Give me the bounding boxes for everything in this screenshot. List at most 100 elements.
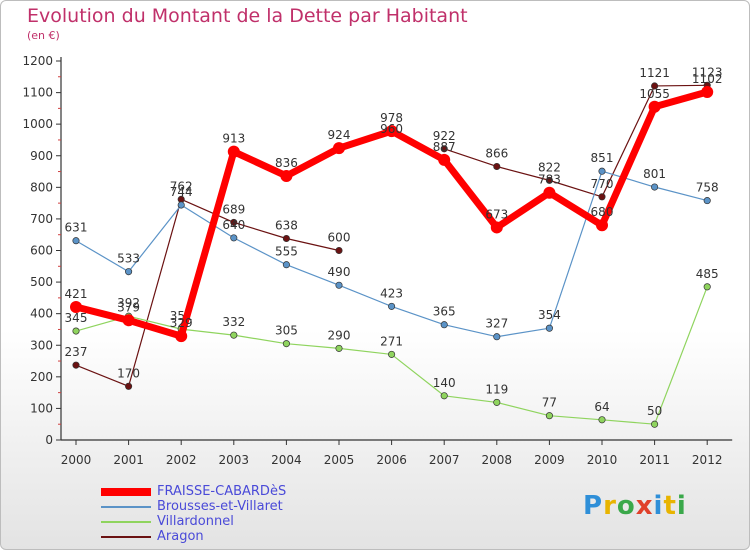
data-label-villardonnel: 392: [117, 296, 140, 310]
legend-label-villardonnel: Villardonnel: [157, 514, 234, 529]
series-line-aragon: [443, 84, 708, 198]
data-label-villardonnel: 332: [222, 315, 245, 329]
point-aragon: [125, 382, 133, 390]
point-brousses: [545, 324, 553, 332]
point-fraisse: [333, 142, 345, 155]
legend-swatch-fraisse: [101, 488, 151, 496]
data-label-brousses: 365: [433, 305, 456, 319]
proxiti-logo: Proxiti: [583, 491, 687, 521]
chart-subtitle: (en €): [27, 29, 60, 42]
data-label-brousses: 851: [591, 151, 614, 165]
legend-item-aragon: Aragon: [101, 529, 361, 545]
point-brousses: [282, 261, 290, 269]
data-label-fraisse: 887: [433, 140, 456, 154]
point-fraisse: [701, 85, 714, 98]
point-fraisse: [490, 221, 503, 234]
y-tick-label: 800: [30, 180, 53, 194]
point-villardonnel: [545, 412, 553, 420]
point-brousses: [703, 197, 711, 205]
y-tick-label: 700: [30, 212, 53, 226]
data-label-fraisse: 329: [170, 316, 193, 330]
data-label-villardonnel: 271: [380, 334, 403, 348]
data-label-brousses: 423: [380, 286, 403, 300]
x-tick-label: 2005: [324, 453, 355, 467]
point-brousses: [125, 268, 133, 276]
point-aragon: [651, 82, 659, 90]
point-fraisse: [596, 219, 608, 232]
data-label-fraisse: 673: [485, 207, 508, 221]
legend-label-brousses: Brousses-et-Villaret: [157, 499, 283, 514]
point-aragon: [335, 246, 343, 255]
data-label-aragon: 866: [485, 146, 508, 160]
data-label-brousses: 533: [117, 252, 140, 266]
data-label-aragon: 822: [538, 160, 561, 174]
legend-item-villardonnel: Villardonnel: [101, 514, 361, 530]
point-fraisse: [175, 330, 188, 343]
point-brousses: [335, 281, 343, 289]
legend-swatch-brousses: [101, 506, 151, 508]
point-villardonnel: [335, 344, 343, 352]
point-villardonnel: [230, 331, 238, 339]
data-label-fraisse: 1102: [692, 72, 723, 86]
y-tick-label: 200: [30, 370, 53, 384]
y-tick-label: 600: [30, 244, 53, 258]
chart-title: Evolution du Montant de la Dette par Hab…: [27, 5, 468, 27]
point-fraisse: [122, 314, 135, 327]
point-brousses: [651, 183, 659, 191]
data-label-villardonnel: 290: [328, 328, 351, 342]
x-tick-label: 2007: [429, 453, 460, 467]
legend-swatch-aragon: [101, 536, 151, 538]
legend-label-aragon: Aragon: [157, 529, 204, 544]
point-fraisse: [648, 100, 661, 113]
legend-item-brousses: Brousses-et-Villaret: [101, 499, 361, 515]
legend-swatch-villardonnel: [101, 521, 151, 523]
data-label-brousses: 555: [275, 245, 298, 259]
point-aragon: [230, 218, 238, 226]
point-brousses: [177, 201, 185, 209]
point-brousses: [388, 302, 396, 310]
x-tick-label: 2004: [271, 453, 302, 467]
point-brousses: [72, 237, 80, 245]
y-tick-label: 300: [30, 338, 53, 352]
point-villardonnel: [493, 398, 501, 406]
data-label-fraisse: 379: [117, 300, 140, 314]
data-label-brousses: 490: [328, 265, 351, 279]
point-fraisse: [70, 301, 82, 314]
data-label-aragon: 1121: [639, 66, 670, 80]
point-aragon: [440, 145, 448, 153]
point-aragon: [72, 361, 80, 369]
data-label-villardonnel: 305: [275, 324, 298, 338]
point-fraisse: [385, 125, 398, 138]
data-label-aragon: 600: [328, 231, 351, 245]
data-label-brousses: 640: [222, 218, 245, 232]
point-aragon: [545, 176, 553, 184]
data-label-brousses: 744: [170, 185, 193, 199]
chart-legend: FRAISSE-CABARDèS Brousses-et-Villaret Vi…: [101, 484, 361, 545]
x-tick-label: 2011: [639, 453, 670, 467]
point-brousses: [230, 234, 238, 242]
data-label-aragon: 170: [117, 366, 140, 380]
y-tick-label: 400: [30, 307, 53, 321]
data-label-aragon: 638: [275, 218, 298, 232]
point-fraisse: [227, 145, 240, 158]
data-label-aragon: 770: [591, 177, 614, 191]
point-brousses: [598, 167, 606, 175]
series-line-aragon: [75, 198, 340, 387]
data-label-villardonnel: 119: [485, 382, 508, 396]
data-label-brousses: 758: [696, 181, 719, 195]
point-villardonnel: [651, 420, 659, 428]
data-label-fraisse: 836: [275, 156, 298, 170]
point-aragon: [282, 234, 290, 243]
x-tick-label: 2001: [113, 453, 144, 467]
legend-label-fraisse: FRAISSE-CABARDèS: [157, 484, 287, 499]
data-label-villardonnel: 345: [65, 311, 88, 325]
point-fraisse: [438, 153, 451, 166]
x-tick-label: 2002: [166, 453, 197, 467]
data-label-fraisse: 1055: [639, 87, 670, 101]
data-label-villardonnel: 140: [433, 376, 456, 390]
point-fraisse: [280, 169, 293, 182]
data-label-brousses: 327: [485, 317, 508, 331]
y-tick-label: 500: [30, 275, 53, 289]
point-villardonnel: [598, 416, 606, 424]
